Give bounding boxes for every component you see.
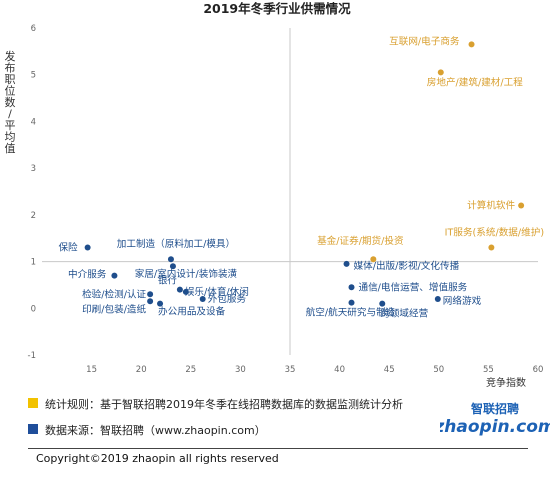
point-label: 加工制造（原料加工/模具）: [117, 238, 235, 250]
logo-brand-text: 智联招聘: [470, 401, 519, 416]
x-axis-label: 竞争指数: [486, 376, 526, 389]
data-point: [370, 256, 377, 263]
x-tick-label: 15: [86, 365, 97, 375]
data-point: [147, 298, 154, 305]
y-tick-label: 2: [31, 211, 36, 221]
point-label: 房地产/建筑/建材/工程: [427, 76, 523, 88]
axes: [42, 28, 538, 355]
y-axis-label-char: 职: [5, 73, 16, 86]
y-axis-label-char: 位: [5, 84, 16, 98]
x-tick-label: 25: [185, 365, 196, 375]
point-label: 娱乐/体育/休闲: [185, 286, 249, 298]
data-point: [348, 284, 355, 291]
y-tick-label: 6: [31, 24, 36, 34]
chart-title: 2019年冬季行业供需情况: [203, 1, 351, 16]
y-tick-label: 1: [31, 258, 36, 268]
data-point: [147, 291, 154, 298]
data-point: [199, 295, 206, 302]
y-tick-label: 5: [31, 71, 36, 81]
data-point: [518, 202, 525, 209]
point-label: 保险: [58, 242, 78, 254]
point-label: 基金/证券/期货/投资: [317, 235, 404, 247]
note-source-marker: [28, 424, 38, 434]
point-label: 网络游戏: [443, 295, 482, 307]
y-axis-label-char: 平: [5, 119, 16, 132]
data-point: [167, 256, 174, 263]
y-tick-label: 0: [31, 304, 36, 314]
y-axis-label-char: /: [8, 108, 12, 121]
point-label: IT服务(系统/数据/维护): [445, 227, 544, 239]
y-axis-label-char: 均: [5, 131, 16, 144]
point-label: 家居/室内设计/装饰装潢: [135, 268, 238, 280]
y-axis-label-char: 数: [5, 96, 16, 109]
data-point: [468, 41, 475, 48]
point-label: 中介服务: [68, 269, 107, 281]
logo-domain-text: zhaopin.com: [440, 417, 550, 437]
point-label: 检验/检测/认证: [82, 288, 146, 300]
x-tick-label: 55: [483, 365, 494, 375]
point-label: 计算机软件: [467, 200, 515, 212]
note-source-text: 数据来源：智联招聘（www.zhaopin.com）: [45, 424, 266, 437]
note-rule-marker: [28, 398, 38, 408]
data-point: [343, 260, 350, 267]
note-rule-text: 统计规则：基于智联招聘2019年冬季在线招聘数据库的数据监测统计分析: [45, 398, 403, 411]
point-label: 跨领域经营: [380, 308, 428, 320]
x-tick-label: 50: [433, 365, 444, 375]
y-axis-label-char: 发: [5, 49, 16, 63]
data-point: [434, 295, 441, 302]
copyright-text: Copyright©2019 zhaopin all rights reserv…: [36, 452, 279, 465]
data-point: [84, 244, 91, 251]
x-tick-label: 45: [384, 365, 395, 375]
data-point: [157, 300, 164, 307]
point-label: 航空/航天研究与制造: [306, 307, 396, 319]
point-label: 媒体/出版/影视/文化传播: [354, 260, 460, 272]
data-point: [488, 244, 495, 251]
x-tick-label: 30: [235, 365, 246, 375]
x-tick-label: 40: [334, 365, 345, 375]
data-point: [169, 263, 176, 270]
data-point: [348, 299, 355, 306]
point-label: 互联网/电子商务: [389, 35, 460, 47]
point-label: 办公用品及设备: [158, 306, 226, 318]
scatter-chart: 2019年冬季行业供需情况 15 20 25 30 35 40 45 50 55 60-10123…: [5, 1, 545, 389]
y-tick-label: 3: [31, 164, 36, 174]
footer-divider: [28, 448, 528, 449]
x-tick-label: 35: [285, 365, 296, 375]
x-tick-label: 60: [533, 365, 544, 375]
y-tick-label: -1: [28, 351, 36, 361]
point-label: 银行: [158, 275, 178, 287]
data-point: [182, 288, 189, 295]
y-axis-label-char: 布: [5, 62, 16, 75]
data-point: [379, 300, 386, 307]
data-point: [437, 69, 444, 76]
point-label: 外包服务: [208, 293, 247, 305]
point-label: 通信/电信运营、增值服务: [359, 281, 468, 293]
zhaopin-logo: 智联招聘 zhaopin.com: [440, 401, 550, 437]
data-point: [111, 272, 118, 279]
point-label: 印刷/包装/造纸: [82, 303, 146, 315]
y-axis-label-char: 值: [5, 142, 16, 155]
data-points: [84, 41, 525, 307]
data-point: [176, 286, 183, 293]
y-tick-label: 4: [31, 117, 36, 127]
x-tick-label: 20: [136, 365, 147, 375]
